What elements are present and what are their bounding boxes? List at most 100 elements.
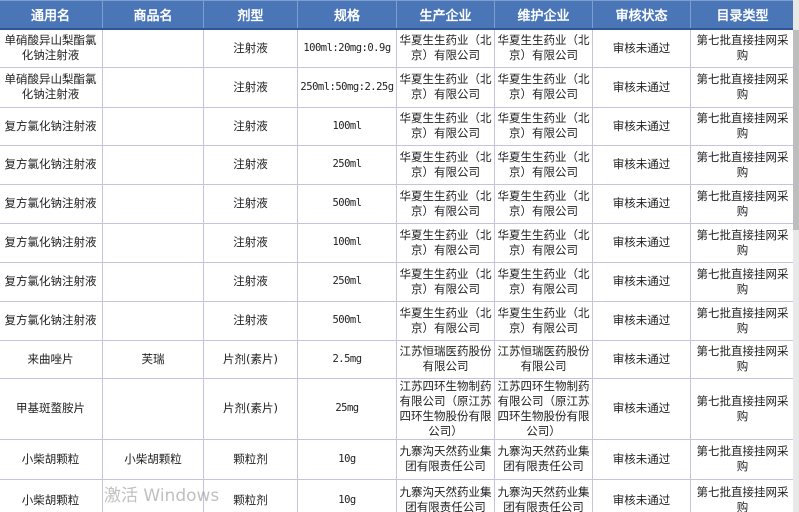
- cell-manufacturer: 华夏生生药业（北京）有限公司: [396, 28, 495, 68]
- cell-specification: 500ml: [297, 183, 397, 224]
- cell-maintainer: 华夏生生药业（北京）有限公司: [494, 183, 593, 224]
- cell-catalog-type: 第七批直接挂网采购: [690, 28, 795, 68]
- cell-specification: 2.5mg: [297, 339, 397, 379]
- table-row[interactable]: 复方氯化钠注射液 注射液 500ml 华夏生生药业（北京）有限公司 华夏生生药业（北京）…: [0, 183, 795, 224]
- column-header-generic-name[interactable]: 通用名: [0, 0, 103, 30]
- cell-review-status: 审核未通过: [592, 478, 691, 512]
- cell-trade-name: [102, 183, 204, 224]
- vertical-scrollbar[interactable]: [793, 0, 799, 512]
- cell-review-status: 审核未通过: [592, 183, 691, 224]
- cell-catalog-type: 第七批直接挂网采购: [690, 66, 795, 108]
- table-row[interactable]: 甲基斑蝥胺片 片剂(素片) 25mg 江苏四环生物制药有限公司（原江苏四环生物股份有限…: [0, 377, 795, 440]
- cell-dosage-form: 注射液: [203, 106, 298, 146]
- cell-generic-name: 单硝酸异山梨酯氯化钠注射液: [0, 66, 103, 108]
- table-row[interactable]: 来曲唑片 芙瑞 片剂(素片) 2.5mg 江苏恒瑞医药股份有限公司 江苏恒瑞医药股份有限公…: [0, 339, 795, 379]
- cell-manufacturer: 江苏恒瑞医药股份有限公司: [396, 339, 495, 379]
- column-header-maintainer[interactable]: 维护企业: [494, 0, 593, 30]
- cell-specification: 10g: [297, 478, 397, 512]
- table-row[interactable]: 复方氯化钠注射液 注射液 250ml 华夏生生药业（北京）有限公司 华夏生生药业（北京）…: [0, 261, 795, 302]
- cell-review-status: 审核未通过: [592, 28, 691, 68]
- windows-activation-watermark: 激活 Windows: [104, 486, 220, 506]
- cell-maintainer: 江苏四环生物制药有限公司（原江苏四环生物股份有限公司）: [494, 377, 593, 440]
- table-row[interactable]: 复方氯化钠注射液 注射液 500ml 华夏生生药业（北京）有限公司 华夏生生药业（北京）…: [0, 300, 795, 341]
- cell-manufacturer: 华夏生生药业（北京）有限公司: [396, 66, 495, 108]
- cell-review-status: 审核未通过: [592, 300, 691, 341]
- cell-review-status: 审核未通过: [592, 66, 691, 108]
- cell-manufacturer: 华夏生生药业（北京）有限公司: [396, 261, 495, 302]
- cell-catalog-type: 第七批直接挂网采购: [690, 438, 795, 480]
- column-header-catalog-type[interactable]: 目录类型: [690, 0, 795, 30]
- table-header: 通用名 商品名 剂型 规格 生产企业 维护企业 审核状态 目录类型: [0, 0, 795, 30]
- cell-dosage-form: 注射液: [203, 222, 298, 263]
- cell-trade-name: [102, 28, 204, 68]
- cell-review-status: 审核未通过: [592, 339, 691, 379]
- cell-catalog-type: 第七批直接挂网采购: [690, 261, 795, 302]
- cell-catalog-type: 第七批直接挂网采购: [690, 300, 795, 341]
- cell-generic-name: 小柴胡颗粒: [0, 438, 103, 480]
- column-header-review-status[interactable]: 审核状态: [592, 0, 691, 30]
- cell-generic-name: 来曲唑片: [0, 339, 103, 379]
- cell-catalog-type: 第七批直接挂网采购: [690, 183, 795, 224]
- scrollbar-thumb[interactable]: [793, 30, 799, 230]
- cell-generic-name: 复方氯化钠注射液: [0, 261, 103, 302]
- cell-maintainer: 九寨沟天然药业集团有限责任公司: [494, 438, 593, 480]
- cell-maintainer: 九寨沟天然药业集团有限责任公司: [494, 478, 593, 512]
- cell-manufacturer: 江苏四环生物制药有限公司（原江苏四环生物股份有限公司）: [396, 377, 495, 440]
- cell-maintainer: 华夏生生药业（北京）有限公司: [494, 222, 593, 263]
- cell-review-status: 审核未通过: [592, 261, 691, 302]
- cell-catalog-type: 第七批直接挂网采购: [690, 478, 795, 512]
- table-row[interactable]: 复方氯化钠注射液 注射液 100ml 华夏生生药业（北京）有限公司 华夏生生药业（北京）…: [0, 106, 795, 146]
- cell-catalog-type: 第七批直接挂网采购: [690, 377, 795, 440]
- table-row[interactable]: 小柴胡颗粒 颗粒剂 10g 九寨沟天然药业集团有限责任公司 九寨沟天然药业集团有限责任公…: [0, 478, 795, 512]
- cell-dosage-form: 注射液: [203, 28, 298, 68]
- column-header-trade-name[interactable]: 商品名: [102, 0, 204, 30]
- cell-catalog-type: 第七批直接挂网采购: [690, 144, 795, 185]
- cell-trade-name: [102, 66, 204, 108]
- cell-specification: 250ml:50mg:2.25g: [297, 66, 397, 108]
- cell-manufacturer: 华夏生生药业（北京）有限公司: [396, 222, 495, 263]
- cell-maintainer: 华夏生生药业（北京）有限公司: [494, 300, 593, 341]
- cell-review-status: 审核未通过: [592, 438, 691, 480]
- cell-dosage-form: 注射液: [203, 261, 298, 302]
- cell-generic-name: 甲基斑蝥胺片: [0, 377, 103, 440]
- cell-generic-name: 复方氯化钠注射液: [0, 183, 103, 224]
- column-header-specification[interactable]: 规格: [297, 0, 397, 30]
- cell-dosage-form: 注射液: [203, 183, 298, 224]
- cell-review-status: 审核未通过: [592, 144, 691, 185]
- table-row[interactable]: 复方氯化钠注射液 注射液 100ml 华夏生生药业（北京）有限公司 华夏生生药业（北京）…: [0, 222, 795, 263]
- cell-maintainer: 江苏恒瑞医药股份有限公司: [494, 339, 593, 379]
- cell-generic-name: 复方氯化钠注射液: [0, 222, 103, 263]
- column-header-manufacturer[interactable]: 生产企业: [396, 0, 495, 30]
- cell-manufacturer: 九寨沟天然药业集团有限责任公司: [396, 478, 495, 512]
- cell-specification: 250ml: [297, 144, 397, 185]
- cell-dosage-form: 注射液: [203, 144, 298, 185]
- cell-generic-name: 小柴胡颗粒: [0, 478, 103, 512]
- cell-dosage-form: 片剂(素片): [203, 377, 298, 440]
- cell-trade-name: [102, 261, 204, 302]
- column-header-dosage-form[interactable]: 剂型: [203, 0, 298, 30]
- cell-maintainer: 华夏生生药业（北京）有限公司: [494, 261, 593, 302]
- table-row[interactable]: 单硝酸异山梨酯氯化钠注射液 注射液 250ml:50mg:2.25g 华夏生生药业（北…: [0, 66, 795, 108]
- cell-maintainer: 华夏生生药业（北京）有限公司: [494, 144, 593, 185]
- cell-manufacturer: 华夏生生药业（北京）有限公司: [396, 300, 495, 341]
- cell-review-status: 审核未通过: [592, 377, 691, 440]
- cell-specification: 25mg: [297, 377, 397, 440]
- cell-review-status: 审核未通过: [592, 106, 691, 146]
- cell-dosage-form: 注射液: [203, 66, 298, 108]
- cell-catalog-type: 第七批直接挂网采购: [690, 339, 795, 379]
- cell-catalog-type: 第七批直接挂网采购: [690, 106, 795, 146]
- cell-trade-name: 小柴胡颗粒: [102, 438, 204, 480]
- table-row[interactable]: 小柴胡颗粒 小柴胡颗粒 颗粒剂 10g 九寨沟天然药业集团有限责任公司 九寨沟天然药业集团…: [0, 438, 795, 480]
- table-row[interactable]: 复方氯化钠注射液 注射液 250ml 华夏生生药业（北京）有限公司 华夏生生药业（北京）…: [0, 144, 795, 185]
- cell-dosage-form: 颗粒剂: [203, 438, 298, 480]
- cell-generic-name: 复方氯化钠注射液: [0, 144, 103, 185]
- cell-trade-name: 芙瑞: [102, 339, 204, 379]
- cell-catalog-type: 第七批直接挂网采购: [690, 222, 795, 263]
- cell-trade-name: [102, 222, 204, 263]
- cell-manufacturer: 九寨沟天然药业集团有限责任公司: [396, 438, 495, 480]
- table-row[interactable]: 单硝酸异山梨酯氯化钠注射液 注射液 100ml:20mg:0.9g 华夏生生药业（北京…: [0, 28, 795, 68]
- cell-dosage-form: 颗粒剂: [203, 478, 298, 512]
- cell-dosage-form: 片剂(素片): [203, 339, 298, 379]
